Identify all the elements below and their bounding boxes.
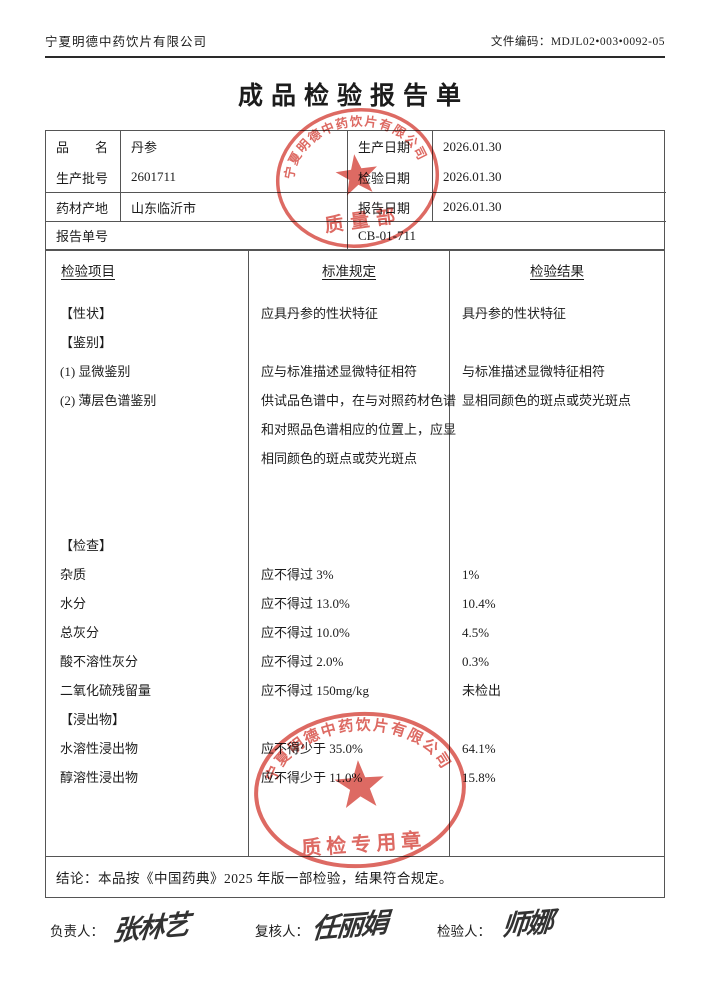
- table-line-standard: [249, 502, 449, 531]
- product-info-table: 品 名 丹参 生产日期 2026.01.30 生产批号 2601711 检验日期…: [45, 130, 666, 250]
- table-line-standard: [249, 705, 449, 734]
- table-line-result: 未检出: [462, 683, 502, 698]
- table-line-standard: 和对照品色谱相应的位置上，应显: [261, 422, 457, 437]
- inspector-signature: 师娜: [500, 906, 554, 943]
- table-line-result: [450, 705, 664, 734]
- product-name-value: 丹参: [121, 131, 348, 162]
- table-line-item: 【浸出物】: [60, 712, 126, 727]
- document-code-value: MDJL02•003•0092-05: [550, 36, 665, 48]
- column-header-standards: 标准规定: [322, 264, 377, 279]
- inspection-items-body: 【性状】【鉴别】 (1) 显微鉴别 (2) 薄层色谱鉴别 【检查】杂质水分总灰分酸不…: [46, 299, 248, 792]
- inspection-items-column: 检验项目 【性状】【鉴别】 (1) 显微鉴别 (2) 薄层色谱鉴别 【检查】杂质水分…: [46, 251, 250, 856]
- table-line-result: 64.1%: [462, 741, 496, 756]
- report-date-label: 报告日期: [348, 193, 433, 222]
- report-date-value: 2026.01.30: [433, 193, 666, 222]
- table-line-item: [46, 415, 248, 444]
- table-line-result: [450, 444, 664, 473]
- table-line-item: 总灰分: [60, 625, 100, 640]
- table-line-standard: [249, 473, 449, 502]
- header-divider: [45, 56, 665, 58]
- table-line-standard: 应不得少于 35.0%: [261, 741, 363, 756]
- inspector-label: 检验人：: [437, 924, 491, 939]
- column-header-items: 检验项目: [61, 264, 115, 279]
- column-header-results: 检验结果: [530, 264, 585, 279]
- table-line-result: 0.3%: [462, 654, 490, 669]
- results-body: 具丹参的性状特征 与标准描述显微特征相符显相同颜色的斑点或荧光斑点 1% 10.4…: [450, 299, 664, 792]
- leader-label: 负责人：: [50, 924, 104, 939]
- product-name-label: 品 名: [46, 131, 121, 162]
- table-line-result: [450, 502, 664, 531]
- table-line-result: 15.8%: [462, 770, 496, 785]
- table-line-item: (2) 薄层色谱鉴别: [60, 393, 157, 408]
- table-line-standard: [249, 328, 449, 357]
- table-line-item: 杂质: [60, 567, 87, 582]
- table-line-standard: 应不得过 150mg/kg: [261, 683, 370, 698]
- table-line-item: 酸不溶性灰分: [60, 654, 139, 669]
- production-date-label: 生产日期: [348, 131, 433, 162]
- standards-column: 标准规定 应具丹参的性状特征 应与标准描述显微特征相符供试品色谱中，在与对照药材…: [249, 251, 457, 856]
- standards-body: 应具丹参的性状特征 应与标准描述显微特征相符供试品色谱中，在与对照药材色谱 和对照…: [249, 299, 457, 792]
- table-line-result: 4.5%: [462, 625, 490, 640]
- table-line-item: 醇溶性浸出物: [60, 770, 139, 785]
- table-line-result: [450, 473, 664, 502]
- company-name: 宁夏明德中药饮片有限公司: [45, 35, 208, 49]
- reviewer-label: 复核人：: [255, 924, 309, 939]
- inspection-table: 检验项目 【性状】【鉴别】 (1) 显微鉴别 (2) 薄层色谱鉴别 【检查】杂质水分…: [45, 250, 665, 857]
- batch-no-label: 生产批号: [46, 162, 121, 193]
- table-line-standard: 应具丹参的性状特征: [261, 306, 379, 321]
- origin-label: 药材产地: [46, 193, 121, 222]
- table-line-result: [450, 415, 664, 444]
- origin-value: 山东临沂市: [121, 193, 348, 222]
- table-line-standard: 应不得过 13.0%: [261, 596, 350, 611]
- page-title: 成品检验报告单: [237, 83, 469, 110]
- table-line-standard: 供试品色谱中，在与对照药材色谱: [261, 393, 457, 408]
- conclusion-row: 结论：本品按《中国药典》2025 年版一部检验，结果符合规定。: [45, 857, 665, 898]
- table-line-item: [46, 444, 248, 473]
- table-line-result: 显相同颜色的斑点或荧光斑点: [462, 393, 632, 408]
- report-no-label: 报告单号: [46, 222, 348, 249]
- table-line-item: 二氧化硫残留量: [60, 683, 152, 698]
- table-line-item: 水分: [60, 596, 87, 611]
- document-code: 文件编码：MDJL02•003•0092-05: [491, 33, 665, 49]
- table-line-item: (1) 显微鉴别: [60, 364, 131, 379]
- table-line-item: 【性状】: [60, 306, 113, 321]
- leader-signature: 张林艺: [111, 909, 189, 948]
- batch-no-value: 2601711: [121, 162, 348, 193]
- table-line-result: [450, 328, 664, 357]
- table-line-item: [46, 473, 248, 502]
- table-line-standard: 应不得少于 11.0%: [261, 770, 363, 785]
- table-line-standard: 应与标准描述显微特征相符: [261, 364, 418, 379]
- inspection-date-value: 2026.01.30: [433, 162, 666, 193]
- table-line-result: 具丹参的性状特征: [462, 306, 567, 321]
- table-line-item: 【鉴别】: [60, 335, 113, 350]
- table-line-standard: 应不得过 2.0%: [261, 654, 344, 669]
- inspection-date-label: 检验日期: [348, 162, 433, 193]
- table-line-item: 【检查】: [60, 538, 113, 553]
- report-no-value: CB-01-711: [358, 227, 417, 243]
- table-line-result: [450, 531, 664, 560]
- table-line-standard: 应不得过 10.0%: [261, 625, 350, 640]
- document-code-label: 文件编码：: [490, 36, 551, 48]
- table-line-result: 与标准描述显微特征相符: [462, 364, 606, 379]
- table-line-item: [46, 502, 248, 531]
- production-date-value: 2026.01.30: [443, 138, 502, 154]
- table-line-standard: [249, 531, 449, 560]
- table-line-result: 1%: [462, 567, 480, 582]
- table-line-standard: 应不得过 3%: [261, 567, 334, 582]
- table-line-item: 水溶性浸出物: [60, 741, 139, 756]
- table-line-standard: 相同颜色的斑点或荧光斑点: [261, 451, 418, 466]
- table-line-result: 10.4%: [462, 596, 496, 611]
- reviewer-signature: 任丽娟: [310, 907, 388, 946]
- results-column: 检验结果 具丹参的性状特征 与标准描述显微特征相符显相同颜色的斑点或荧光斑点 1…: [450, 251, 664, 856]
